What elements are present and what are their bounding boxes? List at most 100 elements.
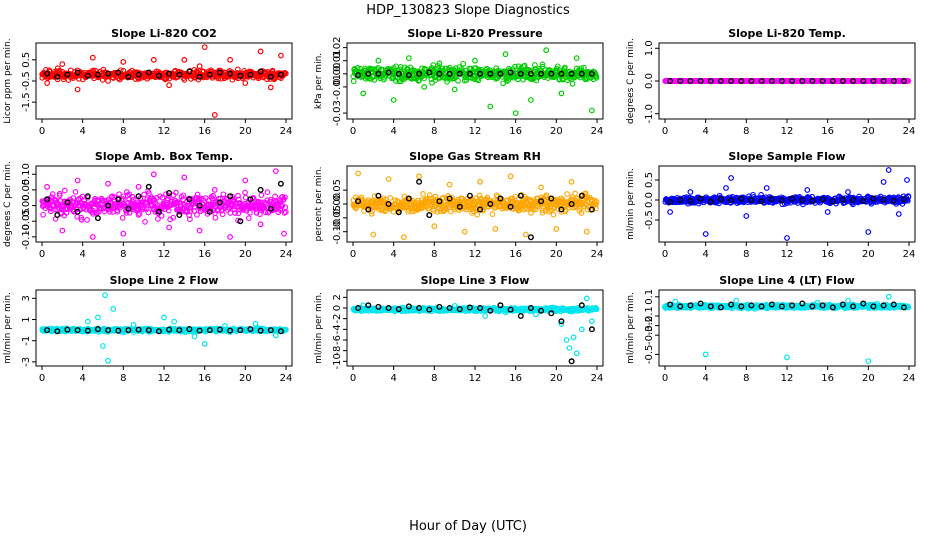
x-tick-label: 12 [469,126,482,137]
data-point [158,212,165,219]
data-point [350,78,357,85]
mean-point [355,198,362,205]
mean-point [829,77,836,84]
outlier-point [904,177,910,183]
mean-point [568,200,575,207]
data-point [173,189,179,196]
scatter-cloud [350,60,600,87]
x-tick-label: 20 [862,126,875,137]
outlier-point [110,306,117,312]
data-point [480,207,486,214]
mean-point [860,77,867,84]
outlier-point [558,90,565,97]
y-tick-label: -0.03 [332,100,343,126]
mean-point [227,70,234,77]
outlier-point [227,56,234,63]
mean-point [166,70,173,77]
y-tick-label: 0.00 [21,194,32,216]
mean-point [375,192,382,199]
data-point [523,73,530,80]
outlier-point [400,234,407,241]
data-point [136,210,143,217]
panel-title: Slope Line 4 (LT) Flow [719,274,854,287]
y-tick-label: 0.5 [644,172,655,188]
outlier-point [74,177,81,184]
outlier-point [461,228,468,235]
data-point [142,219,148,225]
outlier-point [528,97,534,103]
outlier-point [120,230,127,237]
mean-point [227,193,234,200]
outlier-point [84,318,91,325]
mean-point [385,69,392,76]
mean-point [456,70,463,77]
data-point [150,195,156,202]
x-tick-label: 8 [743,126,749,137]
mean-point [395,70,402,77]
data-point [593,74,600,81]
mean-point [216,69,223,76]
data-point [564,191,570,197]
mean-point [216,199,223,206]
outlier-point [482,313,489,319]
panel-4: Slope Amb. Box Temp.degrees C per min.0 4… [3,150,293,260]
outlier-point [211,186,218,193]
mean-point [707,77,714,84]
y-tick-label: 2 [332,294,343,300]
mean-point [880,77,887,84]
mean-point [578,70,585,77]
mean-point [277,180,284,187]
outlier-point [161,314,167,321]
x-tick-label: 12 [781,249,794,260]
data-point [460,60,467,67]
outlier-point [566,345,573,351]
mean-point [527,234,534,241]
data-point [253,209,260,216]
mean-point [687,77,694,84]
data-point [219,211,226,218]
scatter-cloud [350,190,600,218]
x-tick-label: 8 [431,126,437,137]
mean-point [135,193,142,200]
outlier-point [59,227,66,234]
data-point [279,202,286,209]
mean-point [115,69,122,76]
data-point [40,211,46,218]
data-point [558,209,565,215]
y-axis-label: ml/min per min. [314,292,324,364]
data-point [242,189,248,196]
data-point [217,195,224,202]
data-point [56,190,63,197]
y-tick-label: -0.05 [21,208,32,234]
data-point [234,66,241,73]
data-point [569,194,575,200]
panel-title: Slope Gas Stream RH [409,150,541,163]
outlier-point [573,350,580,357]
data-point [512,63,518,70]
outlier-point [166,224,173,231]
mean-point [416,70,423,77]
outlier-point [895,211,902,217]
panel-title: Slope Li-820 Temp. [728,27,846,40]
mean-point [405,195,412,202]
outlier-point [570,334,577,341]
data-point [180,192,187,199]
y-tick-label: -6 [332,335,343,345]
x-tick-label: 4 [390,373,396,384]
data-point [421,75,427,82]
x-tick-label: 12 [158,249,171,260]
x-tick-label: 16 [509,126,522,137]
mean-point [105,70,112,77]
mean-point [365,70,372,77]
data-point [59,203,66,209]
data-point [543,192,550,199]
outlier-point [171,318,178,325]
x-tick-label: 4 [390,249,396,260]
data-point [371,77,378,83]
mean-point [277,71,284,78]
data-point [593,198,600,205]
data-point [530,206,537,213]
mean-point [135,71,142,78]
outlier-point [804,187,811,193]
